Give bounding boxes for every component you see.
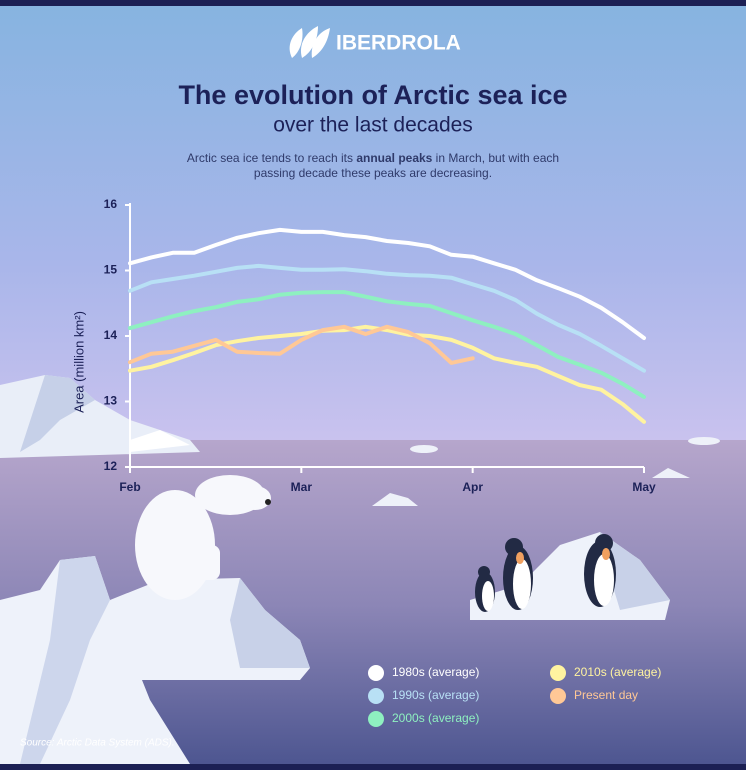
brand: IBERDROLA (336, 32, 461, 55)
series-line (128, 324, 646, 424)
series-line (128, 263, 646, 373)
ice-chunk (688, 437, 720, 445)
legend-swatch (368, 711, 384, 727)
legend-swatch (550, 665, 566, 681)
bear-floe (110, 578, 310, 680)
chart: 12 13 14 15 16 Feb Mar Apr May Area (million km²) (71, 197, 656, 494)
chart-subtitle: over the last decades (273, 114, 473, 137)
legend-label: 2010s (average) (574, 665, 661, 679)
penguins (475, 534, 616, 612)
y-tick-label: 12 (104, 459, 118, 473)
series-line (128, 227, 646, 340)
legend-swatch (368, 688, 384, 704)
ice-chunk (652, 468, 690, 478)
top-border (0, 0, 746, 6)
ice-chunk (410, 445, 438, 453)
iceberg-front (0, 556, 190, 764)
x-tick-label: Apr (462, 480, 483, 494)
x-tick-label: May (632, 480, 656, 494)
chart-title: The evolution of Arctic sea ice (178, 80, 567, 110)
source: Source: Arctic Data System (ADS). (20, 738, 175, 749)
x-tick-label: Feb (119, 480, 140, 494)
series-line (128, 290, 646, 399)
iceberg-left (0, 375, 200, 458)
description-text: Arctic sea ice tends to reach its (187, 151, 356, 165)
bottom-border (0, 764, 746, 770)
description-bold: annual peaks (356, 151, 432, 165)
y-tick-label: 14 (104, 328, 118, 342)
legend-label: 1990s (average) (392, 688, 479, 702)
description-line: passing decade these peaks are decreasin… (254, 166, 492, 180)
legend-label: 1980s (average) (392, 665, 479, 679)
y-tick-label: 13 (104, 394, 118, 408)
y-tick-label: 16 (104, 197, 118, 211)
description: Arctic sea ice tends to reach its annual… (187, 151, 559, 165)
y-axis-label: Area (million km²) (71, 311, 86, 413)
description-text: in March, but with each (432, 151, 559, 165)
polar-bear (135, 475, 271, 600)
legend-label: 2000s (average) (392, 711, 479, 725)
sky (0, 0, 746, 440)
x-tick-label: Mar (291, 480, 313, 494)
legend-swatch (368, 665, 384, 681)
series-line (128, 324, 475, 365)
ice-chunk (372, 493, 418, 506)
y-tick-label: 15 (104, 263, 118, 277)
logo (289, 26, 330, 58)
legend-swatch (550, 688, 566, 704)
legend-label: Present day (574, 688, 638, 702)
